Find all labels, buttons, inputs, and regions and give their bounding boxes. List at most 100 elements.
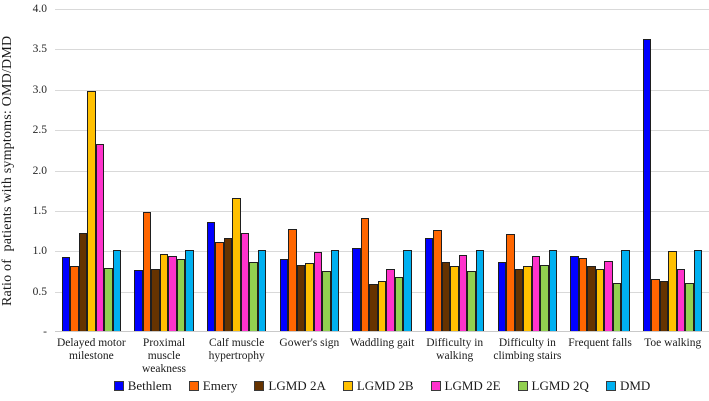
x-axis-labels: Delayed motor milestone Proximal muscle weak… <box>55 337 709 376</box>
bar-lgmd-2e <box>313 251 323 331</box>
bar-lgmd-2b <box>87 91 96 331</box>
bar-dmd <box>330 250 340 331</box>
y-tick-label: 3.5 <box>32 43 47 56</box>
bar-lgmd-2a <box>78 233 88 331</box>
legend-label: Emery <box>202 378 238 393</box>
bar-lgmd-2e <box>604 260 613 331</box>
legend-swatch-icon <box>430 381 441 391</box>
y-tick-label: 2.5 <box>32 124 47 137</box>
bar-emery <box>288 229 297 331</box>
bar-lgmd-2b <box>232 197 241 331</box>
bar-lgmd-2a <box>587 265 596 331</box>
bar-emery <box>142 211 152 331</box>
x-label-gower-s-sign: Gower's sign <box>279 337 340 349</box>
bar-emery <box>70 266 79 331</box>
bar-dmd <box>693 250 703 331</box>
bar-lgmd-2e <box>386 268 395 331</box>
x-label-proximal: Proximal muscle weakness <box>141 337 187 375</box>
x-label-difficulty-in: Difficulty in climbing stairs <box>493 337 562 362</box>
gridline-2.5 <box>55 130 709 132</box>
bar-bethlem <box>497 261 507 331</box>
legend-item-lgmd-2b: LGMD 2B <box>342 378 414 394</box>
bar-lgmd-2q <box>394 276 404 331</box>
gridline-1.0 <box>55 251 709 253</box>
bar-lgmd-2a <box>223 238 233 331</box>
bar-lgmd-2e <box>95 143 105 331</box>
cluster-difficulty-in <box>491 9 564 331</box>
y-tick-label: - <box>43 326 47 338</box>
cluster-delayed-motor <box>55 9 128 331</box>
gridline-4.0 <box>55 9 709 10</box>
bar-bethlem <box>424 238 434 331</box>
bar-bethlem <box>642 38 652 331</box>
bar-emery <box>360 217 370 331</box>
bar-dmd <box>621 250 630 331</box>
bar-bethlem <box>352 247 361 331</box>
x-label-frequent-falls: Frequent falls <box>568 337 632 349</box>
bar-lgmd-2a <box>151 268 160 331</box>
legend-swatch-icon <box>517 381 528 391</box>
bar-lgmd-2b <box>523 266 532 331</box>
legend-label: Bethlem <box>127 378 172 393</box>
bar-lgmd-2q <box>685 283 694 331</box>
bar-dmd <box>185 250 194 331</box>
legend-label: LGMD 2Q <box>531 378 589 393</box>
cluster-proximal <box>128 9 201 331</box>
bar-lgmd-2a <box>441 261 451 331</box>
legend-label: DMD <box>619 378 651 393</box>
legend-item-emery: Emery <box>188 378 238 394</box>
legend-item-lgmd-2a: LGMD 2A <box>254 378 326 394</box>
bar-lgmd-2e <box>531 255 541 331</box>
bar-lgmd-2b <box>450 266 459 331</box>
bar-dmd <box>548 250 558 331</box>
bar-lgmd-2a <box>296 264 306 331</box>
bar-emery <box>651 278 660 331</box>
legend-label: LGMD 2A <box>268 378 326 393</box>
x-label-delayed-motor: Delayed motor milestone <box>57 337 126 362</box>
bar-emery <box>578 258 588 331</box>
cluster-difficulty-in <box>418 9 491 331</box>
legend: Bethlem Emery LGMD 2A LGMD 2B LGMD 2E LGMD 2Q… <box>55 378 709 394</box>
bar-bethlem <box>206 222 216 331</box>
cluster-gower-s-sign <box>273 9 346 331</box>
bar-emery <box>506 234 515 331</box>
legend-swatch-icon <box>605 381 616 391</box>
plot-area <box>55 9 709 332</box>
legend-item-dmd: DMD <box>605 378 651 394</box>
x-label-waddling-gait: Waddling gait <box>349 337 415 349</box>
gridline-3.5 <box>55 49 709 51</box>
legend-label: LGMD 2B <box>356 378 414 393</box>
cluster-waddling-gait <box>346 9 419 331</box>
bar-emery <box>433 230 442 331</box>
legend-item-lgmd-2q: LGMD 2Q <box>517 378 589 394</box>
bar-lgmd-2b <box>159 254 169 331</box>
x-label-difficulty-in: Difficulty in walking <box>426 337 484 362</box>
bar-dmd <box>112 250 122 331</box>
gridline-3.0 <box>55 89 709 91</box>
bar-lgmd-2b <box>668 251 677 331</box>
bar-lgmd-2b <box>377 280 387 331</box>
bar-lgmd-2q <box>612 282 622 331</box>
y-tick-label: 1.5 <box>32 204 47 217</box>
bar-lgmd-2q <box>540 264 549 331</box>
bar-lgmd-2a <box>514 268 524 331</box>
legend-item-lgmd-2e: LGMD 2E <box>430 378 501 394</box>
x-label-toe-walking: Toe walking <box>644 337 702 349</box>
legend-label: LGMD 2E <box>444 378 501 393</box>
bar-dmd <box>475 250 485 331</box>
bar-bethlem <box>279 259 289 331</box>
bar-lgmd-2e <box>676 268 686 331</box>
bar-dmd <box>257 250 267 331</box>
legend-swatch-icon <box>254 381 265 391</box>
bar-lgmd-2q <box>467 271 476 331</box>
bar-lgmd-2b <box>595 268 605 331</box>
x-label-calf-muscle: Calf muscle hypertrophy <box>208 337 265 362</box>
gridline-2.0 <box>55 170 709 172</box>
bar-lgmd-2e <box>168 255 177 331</box>
bar-lgmd-2b <box>305 263 314 331</box>
y-tick-label: 1.0 <box>32 245 47 258</box>
gridline-1.5 <box>55 210 709 212</box>
bar-lgmd-2q <box>176 259 186 331</box>
bar-bethlem <box>61 256 71 331</box>
